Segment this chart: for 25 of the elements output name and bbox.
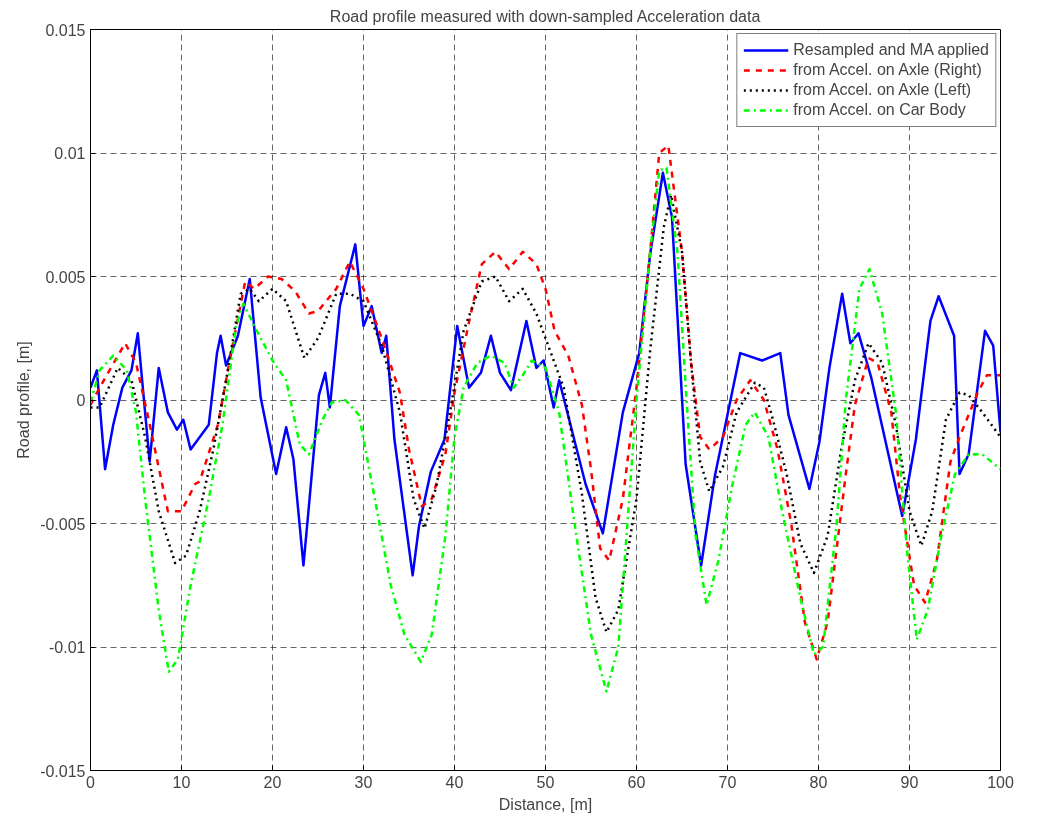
x-tick-label: 100 <box>987 773 1014 791</box>
x-tick-label: 60 <box>627 773 646 791</box>
x-tick-label: 80 <box>809 773 828 791</box>
y-axis-title: Road profile, [m] <box>15 341 33 459</box>
x-tick-label: 90 <box>900 773 919 791</box>
x-tick-label: 40 <box>445 773 464 791</box>
y-tick-label: -0.005 <box>40 515 86 533</box>
legend-label: from Accel. on Axle (Left) <box>793 81 972 99</box>
x-tick-label: 20 <box>263 773 282 791</box>
legend-label: Resampled and MA applied <box>793 41 989 59</box>
y-tick-label: 0.01 <box>54 145 86 162</box>
legend-label: from Accel. on Axle (Right) <box>793 61 982 79</box>
y-tick-label: 0 <box>76 392 86 409</box>
y-tick-label: -0.01 <box>49 639 86 656</box>
y-tick-label: -0.015 <box>40 762 86 780</box>
y-tick-label: 0.005 <box>45 268 86 286</box>
line-series <box>90 171 1001 577</box>
x-tick-label: 70 <box>718 773 737 791</box>
chart-title: Road profile measured with down-sampled Acceleration data <box>329 7 761 25</box>
x-tick-label: 30 <box>354 773 373 791</box>
x-tick-label: 50 <box>536 773 555 791</box>
x-tick-label: 10 <box>172 773 191 791</box>
legend-label: from Accel. on Car Body <box>793 101 966 119</box>
y-tick-label: 0.015 <box>45 21 86 39</box>
x-axis-title: Distance, [m] <box>498 795 593 813</box>
